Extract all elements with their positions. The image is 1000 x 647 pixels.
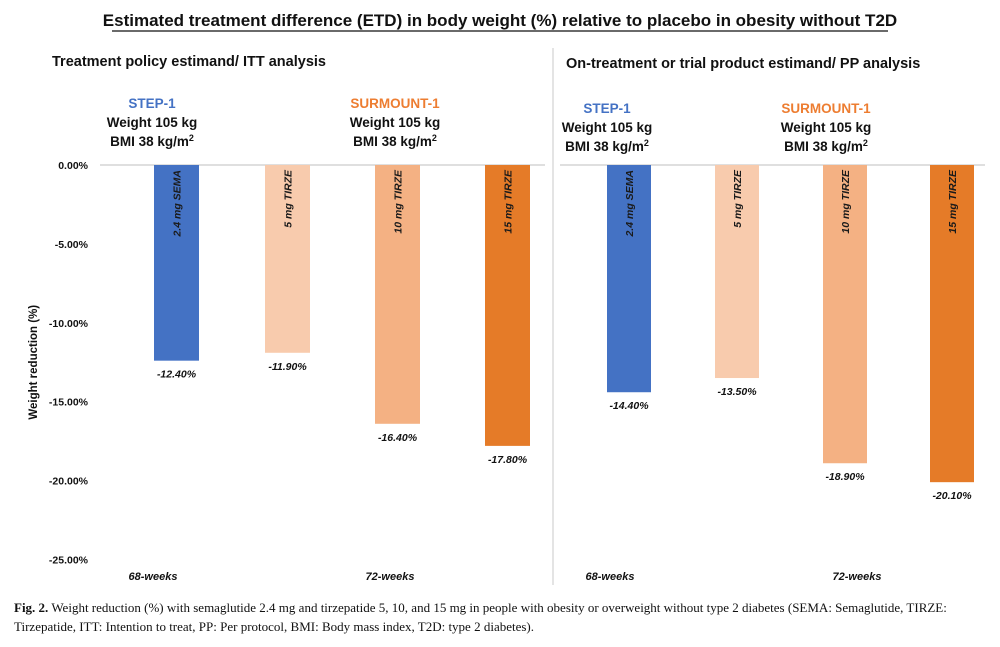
bar [930, 165, 974, 483]
bar-category-label: 5 mg TIRZE [283, 169, 295, 228]
study-bmi: BMI 38 kg/m2 [565, 138, 649, 154]
y-tick-label: -5.00% [55, 239, 89, 251]
bar-value-label: -14.40% [609, 400, 649, 412]
bar-category-label: 2.4 mg SEMA [624, 170, 636, 238]
bar [715, 165, 759, 379]
study-duration: 72-weeks [833, 571, 882, 583]
bar [265, 165, 310, 353]
bmi-superscript: 2 [189, 133, 194, 143]
study-bmi: BMI 38 kg/m2 [353, 133, 437, 149]
study-name: STEP-1 [128, 96, 176, 111]
bar-value-label: -20.10% [932, 490, 972, 502]
bar [375, 165, 420, 424]
bar [823, 165, 867, 464]
panel-title: Treatment policy estimand/ ITT analysis [52, 54, 326, 70]
bmi-superscript: 2 [863, 138, 868, 148]
bar [154, 165, 199, 361]
bmi-superscript: 2 [432, 133, 437, 143]
chart-panel-1: Treatment policy estimand/ ITT analysis S… [52, 54, 545, 583]
y-tick-label: 0.00% [58, 160, 88, 172]
y-axis-label: Weight reduction (%) [28, 305, 40, 420]
caption-text: Weight reduction (%) with semaglutide 2.… [14, 600, 947, 634]
bar [485, 165, 530, 446]
study-weight: Weight 105 kg [781, 120, 872, 135]
bar-value-label: -18.90% [825, 471, 865, 483]
study-weight: Weight 105 kg [562, 120, 653, 135]
y-tick-label: -10.00% [49, 318, 89, 330]
bar-category-label: 10 mg TIRZE [393, 169, 405, 234]
chart-panel-2: On-treatment or trial product estimand/ … [560, 56, 985, 583]
chart-figure: Estimated treatment difference (ETD) in … [28, 11, 985, 585]
study-weight: Weight 105 kg [107, 115, 198, 130]
bar-category-label: 2.4 mg SEMA [172, 170, 184, 238]
study-duration: 68-weeks [129, 571, 178, 583]
bar [607, 165, 651, 393]
figure-caption: Fig. 2. Weight reduction (%) with semagl… [14, 598, 989, 636]
chart-title: Estimated treatment difference (ETD) in … [103, 11, 897, 30]
y-tick-label: -20.00% [49, 476, 89, 488]
panel-title: On-treatment or trial product estimand/ … [566, 56, 920, 72]
y-tick-label: -15.00% [49, 397, 89, 409]
y-tick-label: -25.00% [49, 555, 89, 567]
bar-category-label: 10 mg TIRZE [840, 169, 852, 234]
bar-value-label: -12.40% [157, 369, 197, 381]
bar-category-label: 15 mg TIRZE [503, 169, 515, 234]
study-name: STEP-1 [583, 101, 631, 116]
study-duration: 68-weeks [586, 571, 635, 583]
bar-category-label: 15 mg TIRZE [947, 169, 959, 234]
study-bmi: BMI 38 kg/m2 [784, 138, 868, 154]
bar-category-label: 5 mg TIRZE [732, 169, 744, 228]
study-name: SURMOUNT-1 [781, 101, 871, 116]
bar-value-label: -17.80% [488, 454, 528, 466]
bmi-superscript: 2 [644, 138, 649, 148]
study-weight: Weight 105 kg [350, 115, 441, 130]
study-name: SURMOUNT-1 [350, 96, 440, 111]
study-bmi: BMI 38 kg/m2 [110, 133, 194, 149]
bar-value-label: -16.40% [378, 432, 418, 444]
study-duration: 72-weeks [366, 571, 415, 583]
caption-label: Fig. 2. [14, 600, 49, 615]
bar-value-label: -11.90% [268, 361, 307, 373]
bar-value-label: -13.50% [717, 386, 757, 398]
